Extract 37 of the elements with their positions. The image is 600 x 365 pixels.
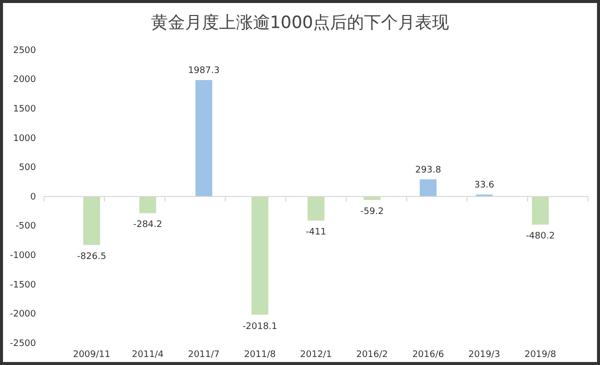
bar — [83, 196, 100, 245]
y-tick-label: -1500 — [10, 280, 36, 290]
y-tick-label: 2000 — [13, 75, 36, 86]
bar — [308, 196, 324, 221]
y-tick-label: -500 — [16, 222, 36, 232]
y-tick-label: 500 — [18, 163, 36, 174]
data-label: 1987.3 — [188, 66, 220, 76]
y-tick-label: -1000 — [10, 250, 36, 261]
bar — [532, 196, 549, 225]
x-tick-label: 2011/7 — [188, 350, 220, 360]
data-label: -480.2 — [526, 232, 555, 242]
y-tick-label: -2500 — [10, 338, 36, 349]
bar — [139, 196, 156, 214]
x-tick-label: 2016/6 — [412, 350, 444, 360]
y-tick-label: 1000 — [13, 134, 36, 144]
y-tick-label: 1500 — [13, 104, 36, 114]
x-tick-label: 2011/4 — [132, 350, 164, 360]
data-label: 33.6 — [474, 180, 495, 191]
bar — [252, 196, 268, 315]
y-tick-label: -2000 — [10, 310, 36, 320]
x-tick-label: 2016/2 — [356, 350, 388, 360]
data-label: -411 — [306, 228, 326, 238]
x-tick-label: 2011/8 — [244, 350, 276, 360]
data-label: -59.2 — [360, 206, 384, 217]
data-label: -826.5 — [77, 252, 106, 262]
bar — [195, 80, 212, 196]
data-label: 293.8 — [415, 165, 442, 176]
data-label: -2018.1 — [242, 322, 278, 332]
x-tick-label: 2019/3 — [468, 350, 500, 360]
x-tick-label: 2012/1 — [300, 350, 332, 360]
y-tick-label: 2500 — [13, 46, 36, 56]
x-tick-label: 2009/11 — [72, 350, 110, 360]
data-label: -284.2 — [133, 220, 162, 230]
x-tick-label: 2019/8 — [524, 350, 556, 360]
chart-title: 黄金月度上涨逾1000点后的下个月表现 — [150, 13, 450, 33]
bar — [420, 179, 437, 196]
y-tick-label: 0 — [30, 192, 36, 202]
